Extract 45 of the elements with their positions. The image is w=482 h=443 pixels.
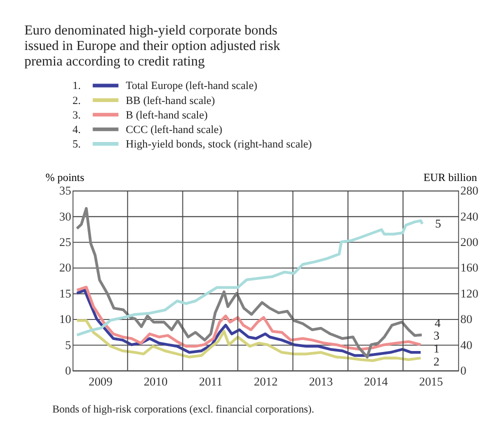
chart-title: Euro denominated high-yield corporate bonds issued in Europe and their option adjusted risk premia according to credit rating bbox=[24, 22, 280, 69]
y-tick-label: 15 bbox=[59, 286, 72, 300]
y2-axis-title: EUR billion bbox=[423, 172, 478, 184]
y-tick-label: 5 bbox=[65, 338, 72, 352]
y-axis-title: % points bbox=[45, 172, 84, 184]
text: 2. bbox=[72, 94, 82, 107]
y-tick-label: 35 bbox=[59, 184, 72, 198]
legend-label: High-yield bonds, stock (right-hand scale) bbox=[126, 138, 312, 151]
annotation: 2 bbox=[434, 354, 440, 368]
y-tick-label: 30 bbox=[59, 209, 72, 224]
annotation: 5 bbox=[435, 216, 442, 231]
x-tick-label: 2014 bbox=[364, 374, 388, 389]
x-tick-label: 2013 bbox=[308, 374, 333, 389]
text: 4. bbox=[72, 124, 82, 136]
legend-label: BB (left-hand scale) bbox=[126, 94, 216, 107]
y-tick-label: 0 bbox=[65, 364, 72, 378]
y-tick-label: 20 bbox=[59, 260, 72, 275]
line-series bbox=[76, 219, 424, 336]
line-series bbox=[76, 207, 424, 358]
legend-label: B (left-hand scale) bbox=[126, 109, 208, 122]
text: 5. bbox=[72, 138, 82, 151]
text: 3. bbox=[72, 109, 82, 122]
y2-tick-label: 200 bbox=[460, 235, 478, 249]
x-tick-label: 2015 bbox=[419, 374, 444, 389]
text: 1. bbox=[72, 80, 82, 92]
x-tick-label: 2009 bbox=[88, 374, 112, 389]
annotation: 3 bbox=[434, 328, 440, 343]
y-tick-label: 25 bbox=[59, 235, 72, 249]
y-tick-label: 10 bbox=[59, 312, 72, 326]
y2-tick-label: 80 bbox=[460, 312, 472, 326]
x-tick-label: 2012 bbox=[254, 374, 278, 389]
legend-label: Total Europe (left-hand scale) bbox=[126, 80, 258, 92]
y2-tick-label: 120 bbox=[460, 286, 478, 300]
line-series bbox=[76, 319, 422, 362]
text: Bonds of high-risk corporations (excl. financial corporations). bbox=[52, 404, 314, 416]
y2-tick-label: 280 bbox=[460, 184, 478, 198]
y2-tick-label: 240 bbox=[460, 209, 478, 224]
annotation: 1 bbox=[434, 342, 440, 356]
y2-tick-label: 0 bbox=[460, 364, 466, 378]
x-tick-label: 2011 bbox=[199, 374, 222, 389]
annotation: 4 bbox=[434, 316, 441, 330]
x-tick-label: 2010 bbox=[144, 374, 168, 389]
y2-tick-label: 40 bbox=[460, 338, 472, 352]
legend-label: CCC (left-hand scale) bbox=[126, 124, 223, 136]
y2-tick-label: 160 bbox=[460, 260, 478, 275]
